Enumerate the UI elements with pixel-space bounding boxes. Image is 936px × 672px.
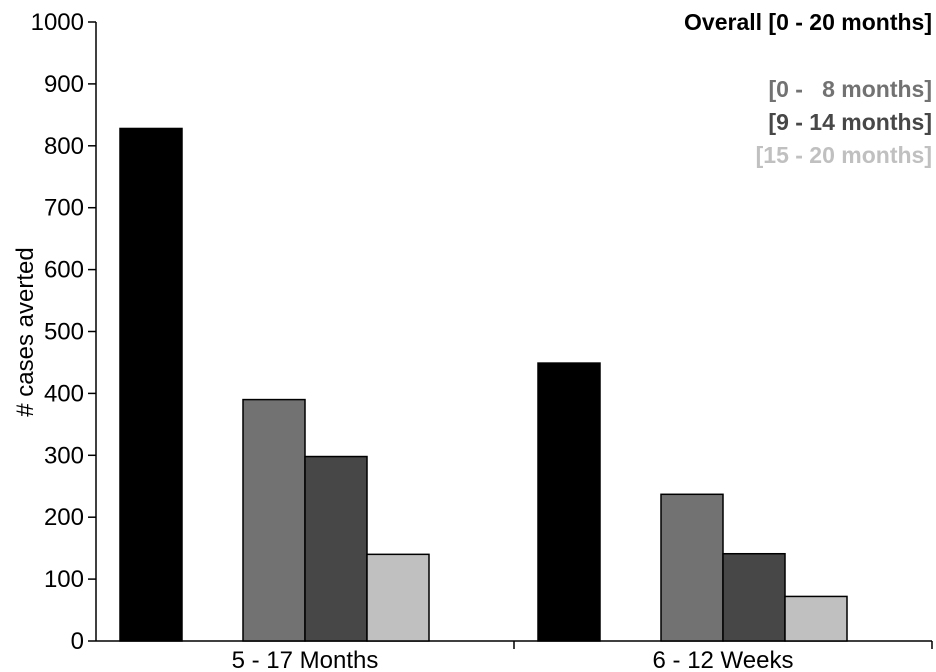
bar-1-series-3	[304, 455, 368, 642]
y-tick-label: 600	[44, 257, 84, 284]
x-category-label: 5 - 17 Months	[232, 647, 379, 672]
y-tick-label: 0	[71, 628, 84, 655]
x-ticks: 5 - 17 Months 6 - 12 Weeks	[232, 641, 933, 672]
bar-2-series-2	[660, 493, 724, 642]
legend-entry-2: [0 - 8 months]	[768, 76, 932, 102]
bar-2-series-3	[722, 552, 786, 642]
y-tick-label: 900	[44, 71, 84, 98]
bars	[119, 127, 848, 642]
bar-2-series-1	[537, 362, 601, 642]
y-tick-label: 100	[44, 566, 84, 593]
bar-1-series-4	[366, 553, 430, 642]
y-tick-label: 500	[44, 319, 84, 346]
bar-2-series-4	[784, 595, 848, 642]
legend-entry-3: [9 - 14 months]	[768, 109, 932, 135]
bar-1-series-2	[242, 398, 306, 642]
x-category-label: 6 - 12 Weeks	[653, 647, 794, 672]
y-tick-label: 1000	[31, 9, 84, 36]
bar-1-series-1	[119, 127, 183, 642]
y-tick-label: 300	[44, 442, 84, 469]
legend-entry-1: Overall [0 - 20 months]	[684, 9, 932, 35]
legend-entry-4: [15 - 20 months]	[756, 142, 932, 168]
y-tick-label: 800	[44, 133, 84, 160]
y-tick-label: 200	[44, 504, 84, 531]
y-axis-label: # cases averted	[12, 247, 39, 416]
y-ticks: 0 100 200 300 400 500 600 700 800 900 1000	[31, 9, 96, 655]
y-tick-label: 700	[44, 195, 84, 222]
legend: Overall [0 - 20 months] [0 - 8 months] [9 …	[684, 9, 932, 168]
y-tick-label: 400	[44, 380, 84, 407]
